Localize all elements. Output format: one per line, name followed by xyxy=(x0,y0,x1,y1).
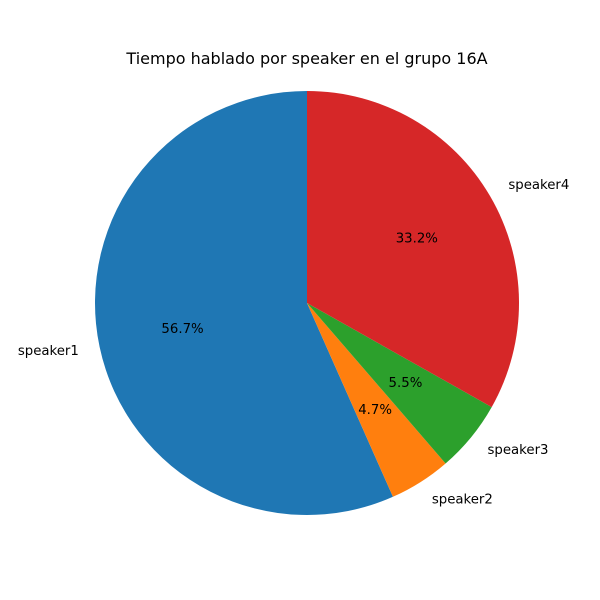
chart-title: Tiempo hablado por speaker en el grupo 1… xyxy=(125,49,487,68)
pie-slice-speaker2 xyxy=(307,303,446,497)
slice-label-speaker4: speaker4 xyxy=(508,178,569,193)
slice-label-speaker2: speaker2 xyxy=(432,492,493,507)
percent-label-speaker3: 5.5% xyxy=(389,376,423,391)
slice-label-speaker1: speaker1 xyxy=(18,344,79,359)
percent-label-speaker4: 33.2% xyxy=(396,231,438,246)
pie-slice-speaker1 xyxy=(95,91,393,515)
pie-slice-speaker4 xyxy=(307,91,520,408)
pie-labels: speaker1 56.7% speaker2 4.7% speaker3 5.5% spe… xyxy=(18,178,570,508)
pie-slice-speaker3 xyxy=(307,303,492,464)
percent-label-speaker1: 56.7% xyxy=(161,322,203,337)
slice-label-speaker3: speaker3 xyxy=(487,443,548,458)
pie-slices xyxy=(95,91,520,515)
percent-label-speaker2: 4.7% xyxy=(358,403,392,418)
